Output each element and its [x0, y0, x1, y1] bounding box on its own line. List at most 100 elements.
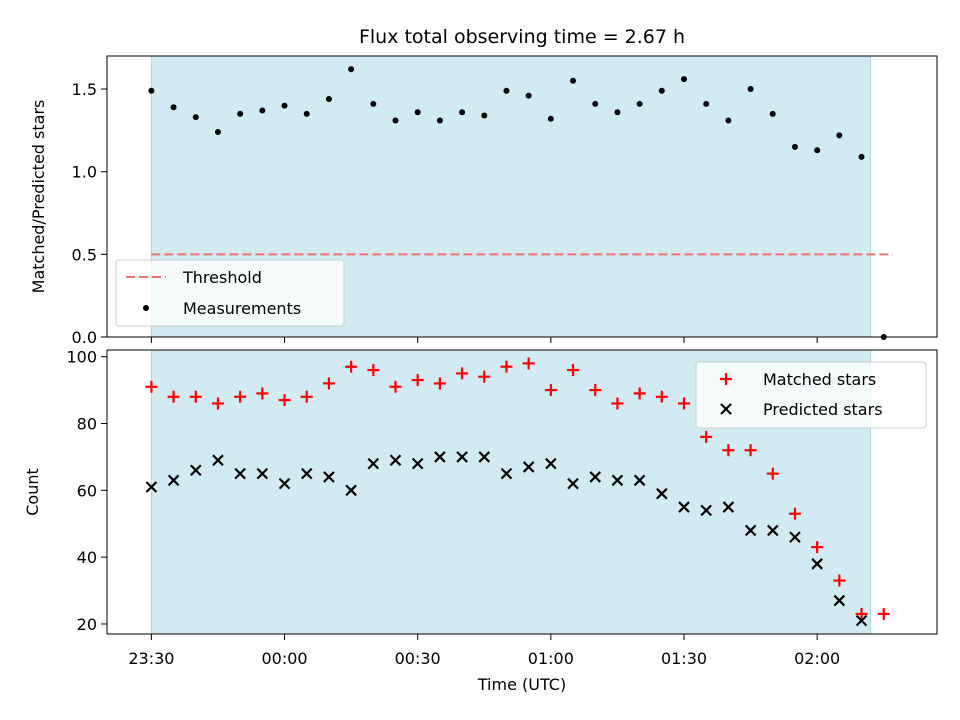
y-tick-label: 100	[66, 348, 97, 367]
predicted-stars-point	[678, 501, 690, 513]
matched-stars-point	[544, 384, 557, 397]
measurement-point	[681, 76, 688, 83]
ratio-panel-frame	[106, 55, 938, 338]
predicted-stars-point	[567, 477, 579, 490]
measurement-point	[747, 86, 754, 93]
matched-stars-point	[278, 394, 291, 407]
predicted-stars-point	[633, 474, 646, 487]
x-tick-label: 02:00	[794, 649, 840, 668]
measurement-point	[592, 100, 599, 107]
measurement-point	[836, 132, 843, 139]
measurement-point	[658, 87, 665, 94]
measurement-point	[414, 109, 421, 116]
ratio-panel: 0.0 0.5 1.0 1.5 Matched/Predicted stars Thr…	[29, 55, 938, 347]
matched-stars-point	[367, 364, 380, 377]
count-y-axis-label: Count	[23, 468, 42, 516]
matched-stars-point	[833, 574, 846, 587]
x-tick-label: 00:00	[261, 649, 307, 668]
matched-stars-point	[700, 430, 713, 443]
matched-stars-point	[678, 397, 691, 410]
predicted-stars-point	[189, 464, 202, 477]
measurement-points	[148, 66, 887, 340]
matched-legend-label: Matched stars	[763, 370, 876, 389]
predicted-stars-point	[345, 484, 357, 497]
matched-stars-point	[478, 370, 491, 383]
predicted-stars-point	[389, 454, 402, 467]
measurement-point	[503, 87, 510, 94]
predicted-stars-point	[611, 474, 624, 487]
measurement-point	[325, 95, 332, 102]
predicted-stars-point	[855, 614, 868, 627]
ratio-legend-box	[115, 259, 345, 327]
count-panel: 20 40 60 80 100 23:30 00:00 00:30 01:00 01:30 02:…	[23, 348, 938, 694]
predicted-stars-point	[478, 451, 491, 463]
y-tick-label: 1.5	[72, 80, 97, 99]
measurement-point	[791, 143, 798, 150]
measurement-point	[858, 153, 865, 160]
ratio-y-axis-label: Matched/Predicted stars	[29, 100, 48, 294]
y-tick-label: 60	[77, 481, 97, 500]
y-tick-label: 20	[77, 615, 97, 634]
predicted-legend-icon	[720, 403, 732, 415]
matched-legend-icon	[720, 373, 732, 385]
predicted-stars-point	[411, 457, 424, 470]
x-tick-label: 01:30	[661, 649, 707, 668]
matched-stars-point	[611, 397, 624, 410]
predicted-stars-point	[300, 467, 313, 480]
matched-stars-point	[788, 507, 801, 520]
measurements-legend-icon	[143, 305, 149, 311]
measurement-point	[636, 100, 643, 107]
predicted-stars-point	[789, 531, 801, 543]
predicted-stars-point	[589, 471, 602, 483]
matched-stars-point	[211, 397, 224, 410]
measurement-point	[348, 66, 355, 73]
predicted-stars-point	[522, 461, 535, 473]
measurement-point	[170, 104, 177, 111]
measurement-point	[703, 100, 710, 107]
y-tick-label: 0.0	[72, 328, 97, 347]
predicted-stars-point	[744, 524, 757, 537]
matched-stars-point	[855, 607, 868, 620]
y-tick-label: 40	[77, 548, 97, 567]
matched-stars-point	[389, 380, 402, 393]
measurement-point	[148, 87, 155, 94]
matched-stars-point	[811, 541, 824, 554]
chart-title: Flux total observing time = 2.67 h	[359, 26, 685, 48]
predicted-stars-point	[656, 487, 668, 500]
count-x-ticks: 23:30 00:00 00:30 01:00 01:30 02:00	[128, 634, 840, 668]
count-points	[145, 357, 890, 627]
x-tick-label: 00:30	[395, 649, 441, 668]
measurement-point	[436, 117, 443, 124]
predicted-stars-point	[833, 594, 846, 607]
matched-stars-point	[433, 377, 446, 390]
x-tick-label: 23:30	[128, 649, 174, 668]
measurement-point	[814, 147, 821, 154]
matched-stars-point	[411, 374, 424, 387]
predicted-stars-point	[811, 558, 823, 570]
matched-stars-point	[500, 360, 513, 373]
matched-stars-point	[256, 387, 269, 400]
predicted-stars-point	[700, 504, 712, 517]
predicted-stars-point	[766, 524, 779, 537]
predicted-stars-point	[323, 471, 335, 483]
predicted-stars-point	[212, 454, 224, 467]
y-tick-label: 0.5	[72, 245, 97, 264]
matched-stars-point	[189, 390, 202, 403]
matched-stars-point	[567, 364, 580, 377]
matched-stars-point	[234, 390, 247, 403]
threshold-legend-label: Threshold	[182, 268, 262, 287]
matched-stars-point	[300, 390, 313, 403]
measurements-legend-label: Measurements	[183, 299, 301, 318]
predicted-stars-point	[367, 457, 380, 470]
measurement-point	[570, 77, 577, 84]
predicted-legend-label: Predicted stars	[763, 400, 883, 419]
measurement-point	[769, 110, 776, 117]
predicted-stars-point	[500, 467, 513, 480]
matched-stars-point	[345, 360, 358, 373]
y-tick-label: 80	[77, 415, 97, 434]
count-legend-box	[695, 361, 927, 429]
ratio-legend: Threshold Measurements	[115, 259, 345, 327]
measurement-point	[547, 115, 554, 122]
measurement-point	[614, 109, 621, 116]
